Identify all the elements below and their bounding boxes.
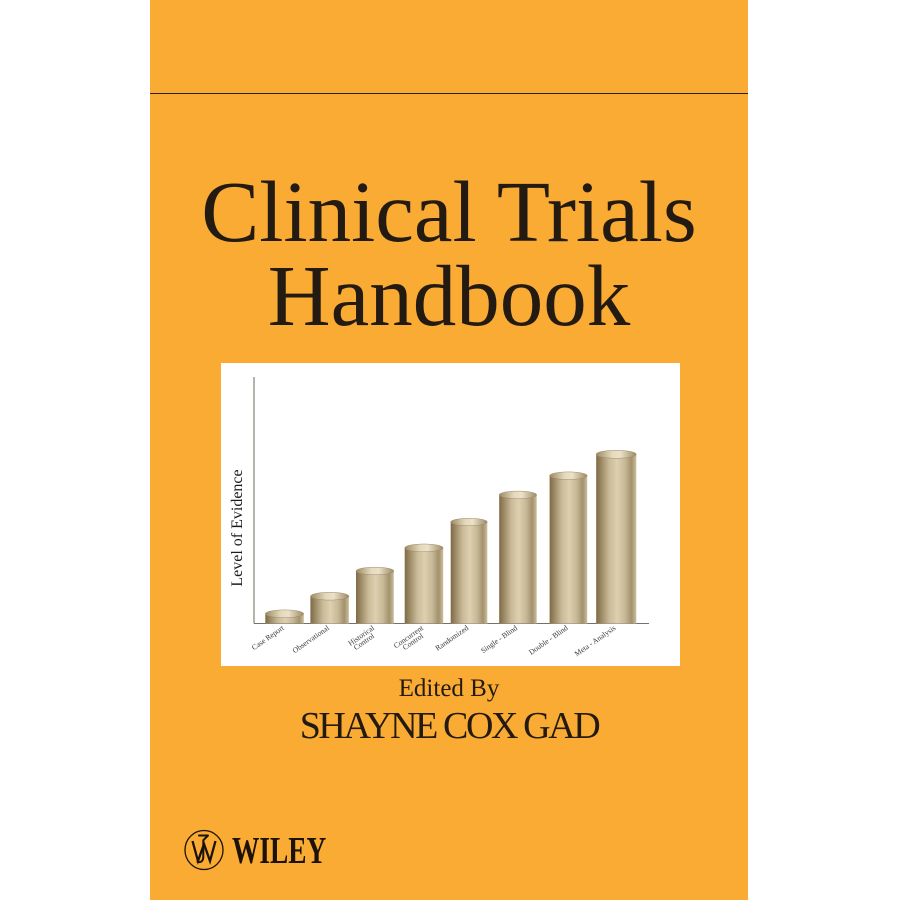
svg-text:Single - Blind: Single - Blind xyxy=(479,623,519,655)
svg-text:Double - Blind: Double - Blind xyxy=(527,623,570,657)
svg-text:Level of Evidence: Level of Evidence xyxy=(229,469,246,586)
svg-text:Randomized: Randomized xyxy=(434,623,471,653)
svg-text:WILEY: WILEY xyxy=(232,830,326,872)
svg-text:Meta - Analysis: Meta - Analysis xyxy=(573,623,618,658)
svg-text:Observational: Observational xyxy=(291,623,331,655)
svg-text:Case Report: Case Report xyxy=(250,623,286,652)
